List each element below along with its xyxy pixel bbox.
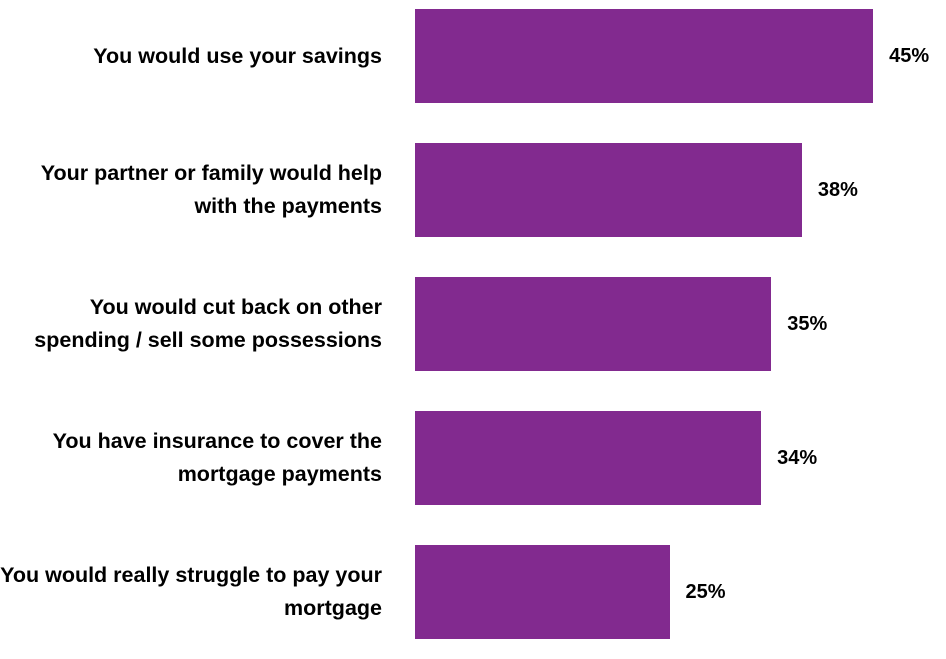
bar <box>415 545 670 639</box>
category-label: You would cut back on other spending / s… <box>34 295 382 352</box>
value-label: 25% <box>685 580 726 603</box>
value-label: 34% <box>777 446 818 469</box>
bar <box>415 411 762 505</box>
category-label: You have insurance to cover the mortgage… <box>52 429 382 486</box>
bar <box>415 277 772 371</box>
category-label: You would really struggle to pay your mo… <box>0 563 382 620</box>
category-label: You would use your savings <box>93 43 382 68</box>
bar <box>415 9 874 103</box>
chart: You would use your savings 45% Your partne… <box>0 9 930 639</box>
value-label: 45% <box>889 44 930 67</box>
bar <box>415 143 802 237</box>
value-label: 38% <box>817 178 858 201</box>
category-label: Your partner or family would help with t… <box>40 161 382 218</box>
value-label: 35% <box>787 312 828 335</box>
